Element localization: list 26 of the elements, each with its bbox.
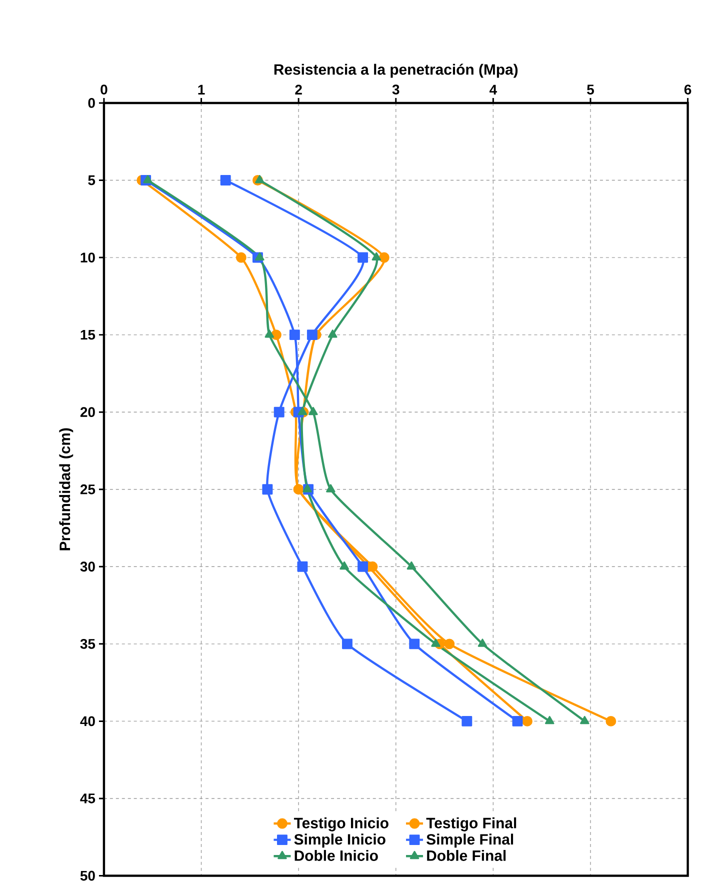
legend-label: Testigo Final [426, 817, 516, 832]
y-axis-title: Profundidad (cm) [59, 428, 74, 550]
legend-label: Doble Inicio [294, 850, 378, 861]
x-tick-label: 0 [100, 84, 108, 94]
y-tick-label: 50 [80, 870, 96, 881]
x-tick-label: 2 [295, 84, 302, 94]
legend-label: Doble Final [427, 850, 506, 861]
y-tick-label: 45 [80, 794, 96, 804]
x-tick-label: 1 [198, 84, 205, 94]
y-tick-label: 10 [80, 252, 96, 262]
y-tick-label: 15 [80, 330, 96, 340]
legend-label: Simple Inicio [294, 834, 386, 848]
x-tick-label: 6 [684, 84, 692, 94]
y-tick-label: 40 [80, 716, 96, 726]
x-tick-label: 3 [392, 84, 400, 94]
y-tick-label: 20 [80, 407, 96, 418]
legend-label: Testigo Inicio [294, 817, 389, 832]
y-tick-label: 0 [88, 98, 96, 108]
y-tick-label: 35 [80, 638, 96, 649]
y-tick-label: 30 [80, 562, 96, 572]
x-axis-title: Resistencia a la penetración (Mpa) [274, 64, 518, 78]
y-tick-label: 25 [80, 484, 96, 494]
y-tick-label: 5 [88, 175, 96, 186]
legend-label: Simple Final [426, 834, 514, 848]
x-tick-label: 4 [490, 84, 498, 94]
x-tick-label: 5 [587, 84, 594, 94]
